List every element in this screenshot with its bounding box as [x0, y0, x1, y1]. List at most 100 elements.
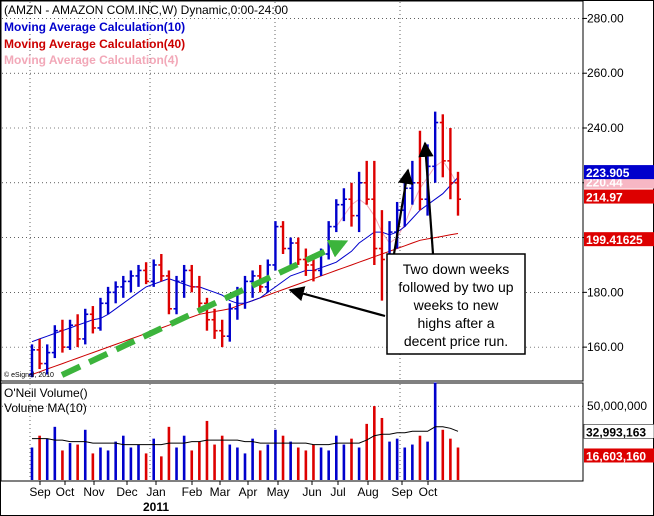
volume-label: 16,603,160: [586, 449, 646, 463]
arrow-to-down-weeks: [392, 168, 414, 255]
x-tick-label: Mar: [210, 485, 231, 499]
ohlc-bars: [29, 111, 461, 378]
x-tick-label: Sep: [29, 485, 51, 499]
ohlc-bar: [97, 297, 104, 331]
x-year-label: 2011: [143, 500, 169, 514]
ohlc-bar: [51, 325, 58, 359]
ohlc-bar: [82, 308, 89, 345]
time-axis: Sep Oct Nov Dec Jan Feb Mar Apr May Jun Jul Aug Sep O…: [29, 481, 438, 514]
ohlc-bar: [181, 264, 188, 298]
price-label-box: [584, 189, 654, 204]
ohlc-bar: [348, 182, 355, 227]
annotation-line-5: decent price run.: [404, 333, 508, 349]
ohlc-bar: [447, 128, 454, 200]
price-label-box: [584, 232, 654, 247]
ohlc-bar: [67, 319, 74, 350]
price-tick-label: 260.00: [587, 66, 624, 80]
volume-tick-label: 50,000,000: [587, 399, 647, 413]
volume-label: 32,993,163: [586, 425, 646, 439]
x-tick-label: Oct: [419, 485, 438, 499]
ohlc-bar: [158, 254, 165, 282]
x-tick-label: Dec: [116, 485, 137, 499]
x-tick-label: Apr: [239, 485, 258, 499]
x-tick-label: Aug: [357, 485, 378, 499]
ohlc-bar: [287, 237, 294, 265]
ohlc-bar: [196, 275, 203, 309]
ohlc-bar: [59, 319, 66, 353]
ohlc-bar: [302, 248, 309, 276]
ohlc-bar: [74, 314, 81, 348]
ohlc-bar: [127, 270, 134, 293]
price-label-box: [584, 165, 654, 180]
legend-volume-ma: Volume MA(10): [4, 401, 87, 415]
ohlc-bar: [295, 237, 302, 265]
volume-panel-frame: [0, 382, 584, 482]
volume-label-box: [584, 448, 654, 463]
legend-ma4: Moving Average Calculation(4): [4, 53, 178, 67]
ohlc-bar: [89, 306, 96, 334]
ohlc-bar: [378, 210, 385, 301]
ohlc-bar: [219, 319, 226, 348]
legend-ma10: Moving Average Calculation(10): [4, 20, 185, 34]
ohlc-bar: [333, 199, 340, 233]
volume-bars: [30, 382, 460, 480]
green-trend-arrow: [60, 240, 349, 378]
ohlc-bar: [272, 221, 279, 271]
ohlc-bar: [120, 275, 127, 298]
ohlc-bar: [439, 114, 446, 178]
x-tick-label: Nov: [83, 485, 104, 499]
ohlc-bar: [29, 344, 35, 378]
ohlc-bar: [188, 264, 195, 293]
annotation-box: [386, 253, 526, 355]
esignal-watermark: © eSignal, 2010: [4, 371, 54, 379]
annotation-line-4: highs after a: [417, 315, 494, 331]
ohlc-bar: [165, 270, 172, 315]
price-tick-label: 160.00: [587, 340, 624, 354]
price-tick-label: 280.00: [587, 11, 624, 25]
x-tick-label: Jul: [330, 485, 345, 499]
chart-title: (AMZN - AMAZON COM.INC,W) Dynamic,0:00-2…: [4, 3, 288, 17]
ohlc-bar: [371, 160, 378, 265]
x-tick-label: Sep: [391, 485, 413, 499]
price-tick-label: 240.00: [587, 121, 624, 135]
ohlc-bar: [105, 286, 112, 315]
annotation-line-3: weeks to new: [413, 297, 500, 313]
annotation-line-2: followed by two up: [398, 279, 513, 295]
ohlc-bar: [340, 188, 347, 222]
ohlc-bar: [356, 171, 363, 233]
volume-labels: 32,993,163 16,603,160: [583, 424, 654, 463]
ohlc-bar: [211, 308, 218, 339]
ohlc-bar: [432, 111, 439, 183]
ohlc-bar: [135, 264, 142, 287]
x-tick-label: Oct: [56, 485, 75, 499]
x-tick-label: Jan: [146, 485, 165, 499]
ohlc-bar: [226, 303, 233, 342]
price-label: 223.905: [586, 166, 630, 180]
ohlc-bar: [363, 160, 370, 205]
volume-ma-line: [32, 426, 459, 446]
price-tick-label: 180.00: [587, 285, 624, 299]
legend-oneil-volume: O'Neil Volume(): [4, 386, 88, 400]
ohlc-bar: [455, 171, 461, 216]
ohlc-bar: [44, 344, 51, 375]
volume-label-box: [583, 424, 654, 439]
arrow-to-up-weeks: [418, 141, 435, 255]
ohlc-bar: [280, 221, 287, 254]
arrow-to-ma40: [288, 286, 386, 318]
price-label: 199.41625: [586, 233, 643, 247]
x-tick-label: Feb: [182, 485, 203, 499]
legend-ma40: Moving Average Calculation(40): [4, 37, 185, 51]
ohlc-bar: [203, 297, 210, 331]
price-label: 214.97: [586, 191, 623, 205]
ohlc-bar: [150, 259, 157, 287]
ohlc-bar: [143, 262, 150, 285]
volume-axis: 50,000,000: [587, 399, 647, 413]
ohlc-bar: [173, 275, 180, 315]
x-tick-label: Jun: [302, 485, 321, 499]
annotation-line-1: Two down weeks: [403, 261, 510, 277]
ohlc-bar: [36, 338, 43, 370]
ohlc-bar: [112, 281, 119, 304]
x-tick-label: May: [267, 485, 290, 499]
